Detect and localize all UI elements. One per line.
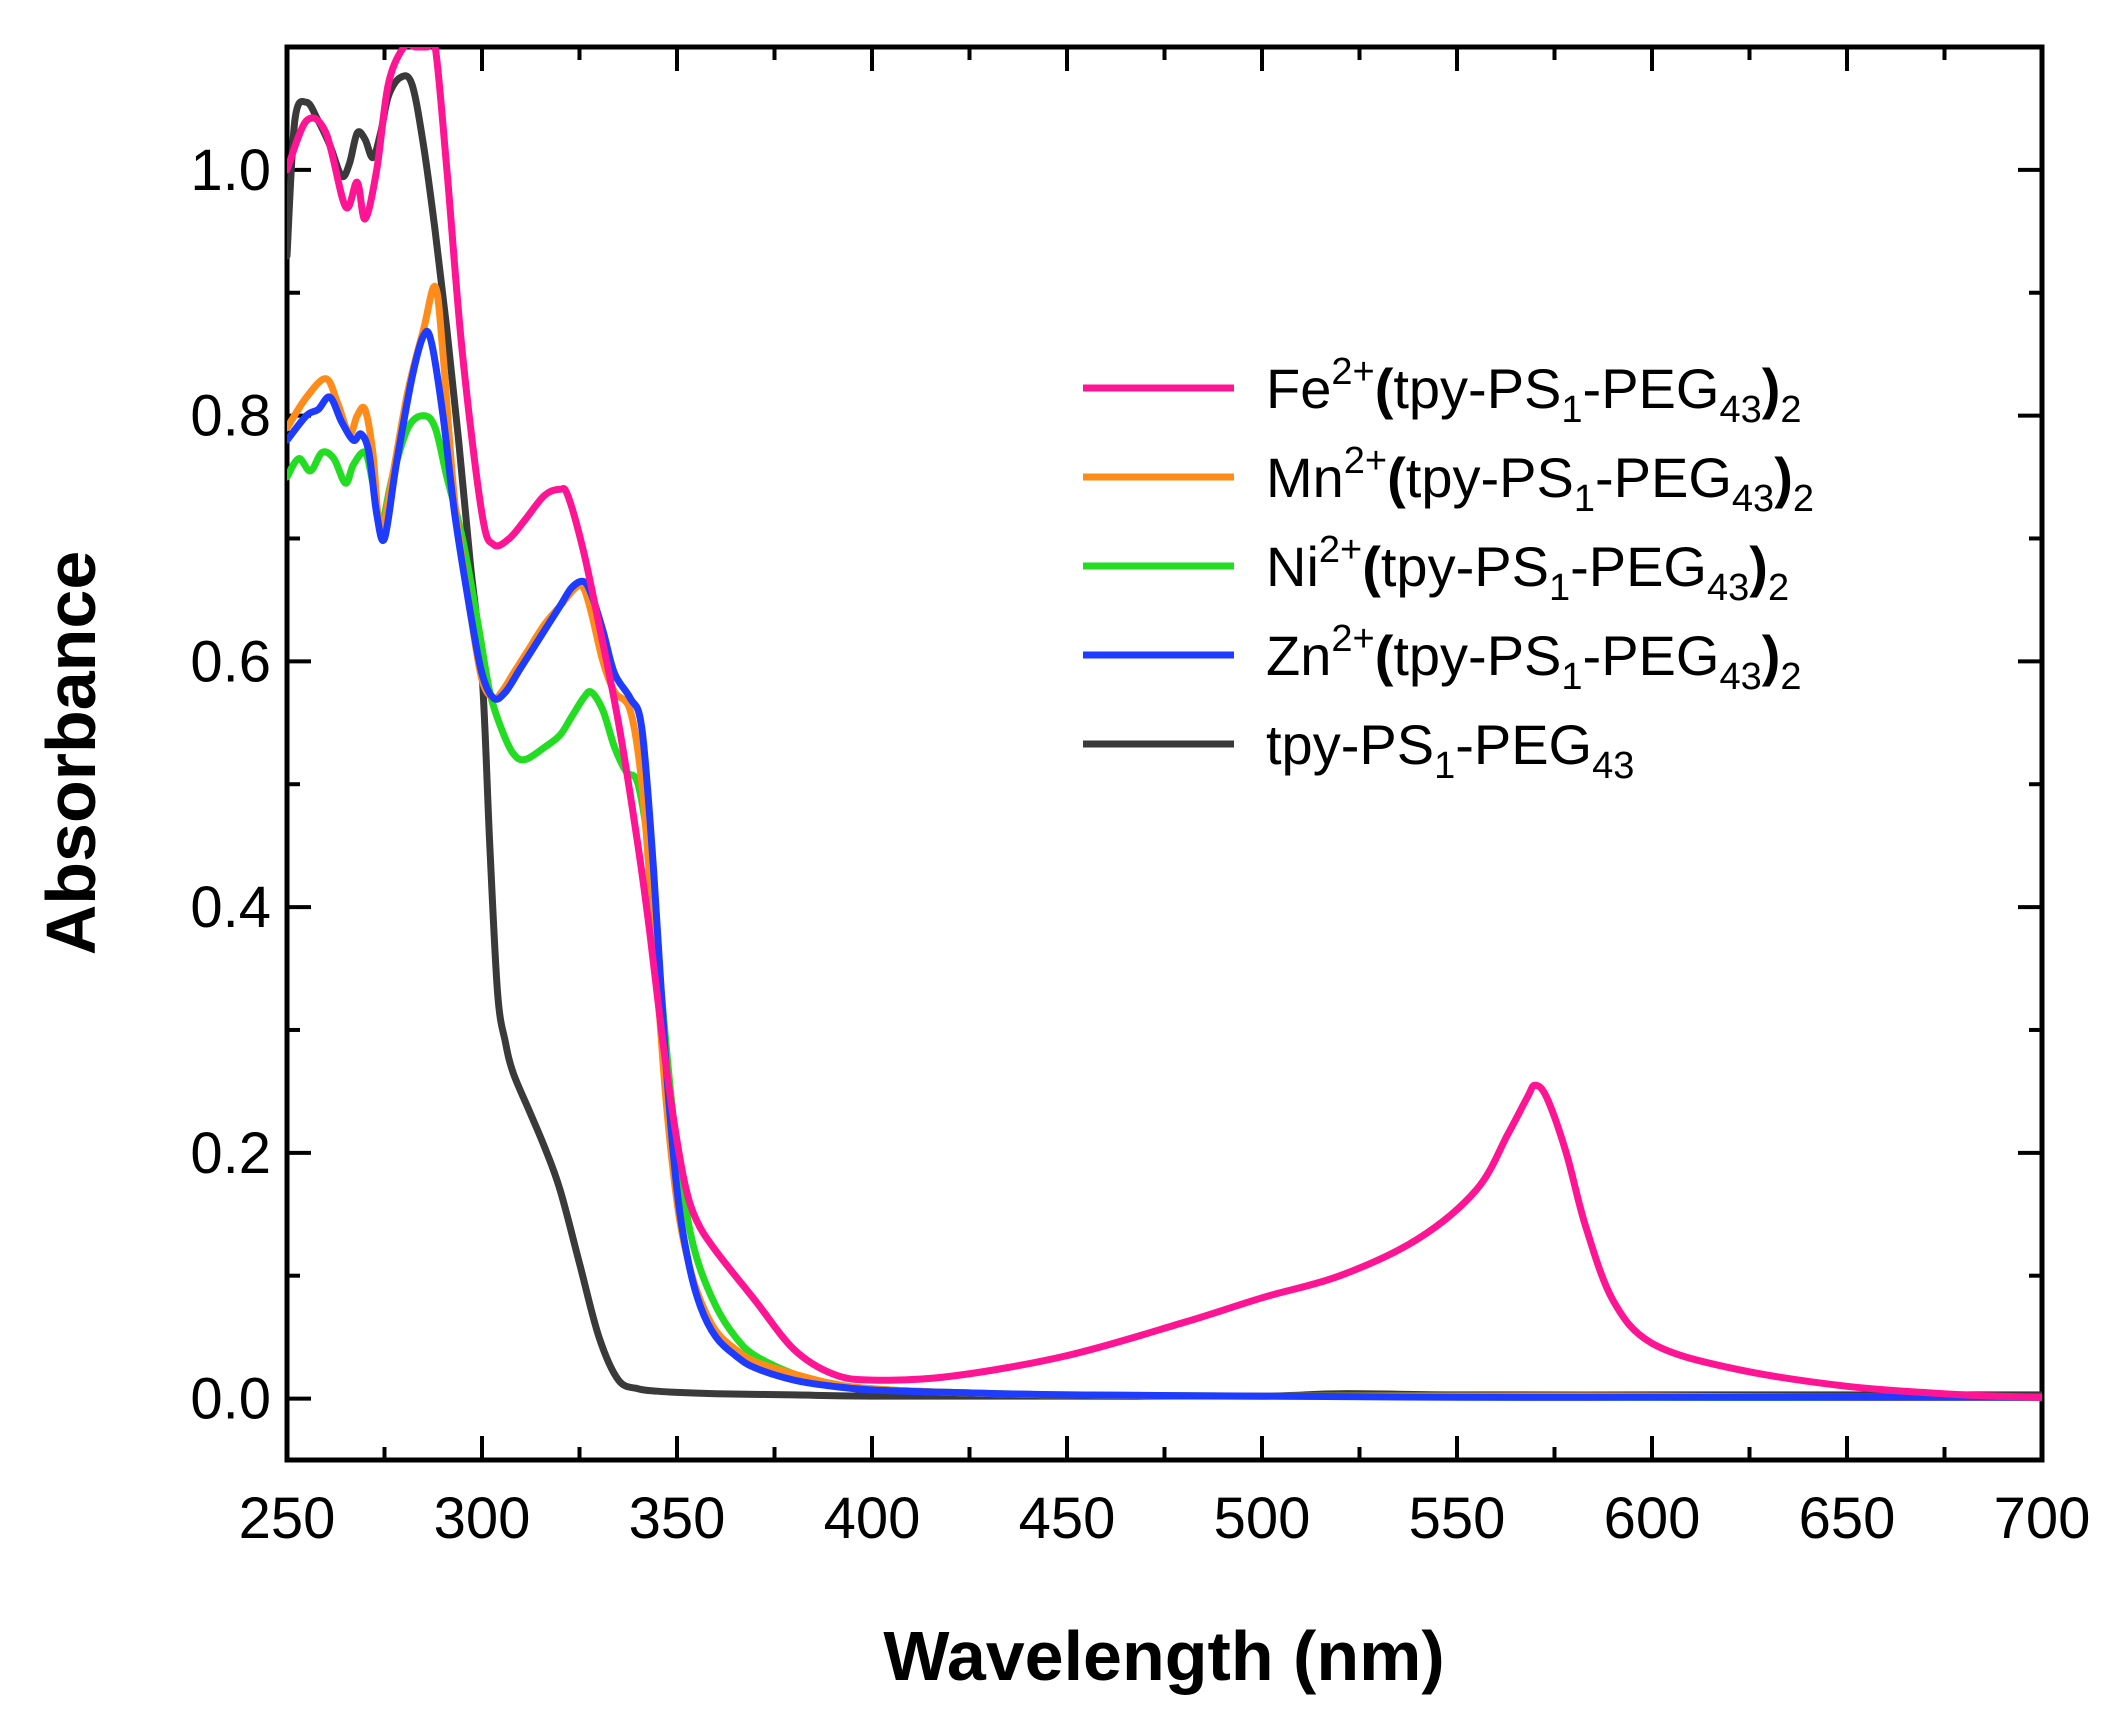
series-line-4: [287, 72, 2042, 1400]
y-tick-label: 0.4: [190, 875, 271, 940]
legend-label: Mn2+(tpy-PS1-PEG43)2: [1266, 440, 1814, 520]
x-tick-label: 450: [1019, 1486, 1116, 1551]
x-tick-label: 550: [1409, 1486, 1506, 1551]
series-layer: [287, 47, 2042, 1401]
x-tick-label: 650: [1799, 1486, 1896, 1551]
x-tick-label: 250: [239, 1486, 336, 1551]
series-line-0: [287, 47, 2042, 1401]
x-axis-title: Wavelength (nm): [883, 1617, 1444, 1695]
x-tick-label: 700: [1994, 1486, 2091, 1551]
y-tick-label: 0.2: [190, 1121, 271, 1186]
y-tick-label: 0.8: [190, 384, 271, 449]
x-tick-label: 350: [629, 1486, 726, 1551]
legend-label: Ni2+(tpy-PS1-PEG43)2: [1266, 529, 1789, 609]
legend-label: tpy-PS1-PEG43: [1266, 713, 1634, 787]
y-axis-title: Absorbance: [32, 551, 110, 956]
x-tick-label: 600: [1604, 1486, 1701, 1551]
y-axis-ticks: 0.0 0.2 0.4 0.6 0.8 1.0: [190, 45, 2042, 1432]
x-tick-label: 400: [824, 1486, 921, 1551]
y-tick-label: 1.0: [190, 138, 271, 203]
legend-label: Fe2+(tpy-PS1-PEG43)2: [1266, 351, 1802, 431]
y-tick-label: 0.6: [190, 629, 271, 694]
plot-frame: [284, 44, 2045, 1463]
y-tick-label: 0.0: [190, 1367, 271, 1432]
x-tick-label: 300: [434, 1486, 531, 1551]
legend: Fe2+(tpy-PS1-PEG43)2 Mn2+(tpy-PS1-PEG43)2…: [1083, 351, 1814, 787]
legend-label: Zn2+(tpy-PS1-PEG43)2: [1266, 618, 1802, 698]
x-axis-ticks: 250 300 350 400 450 500 550 600 650 700: [239, 47, 2091, 1551]
x-tick-label: 500: [1214, 1486, 1311, 1551]
